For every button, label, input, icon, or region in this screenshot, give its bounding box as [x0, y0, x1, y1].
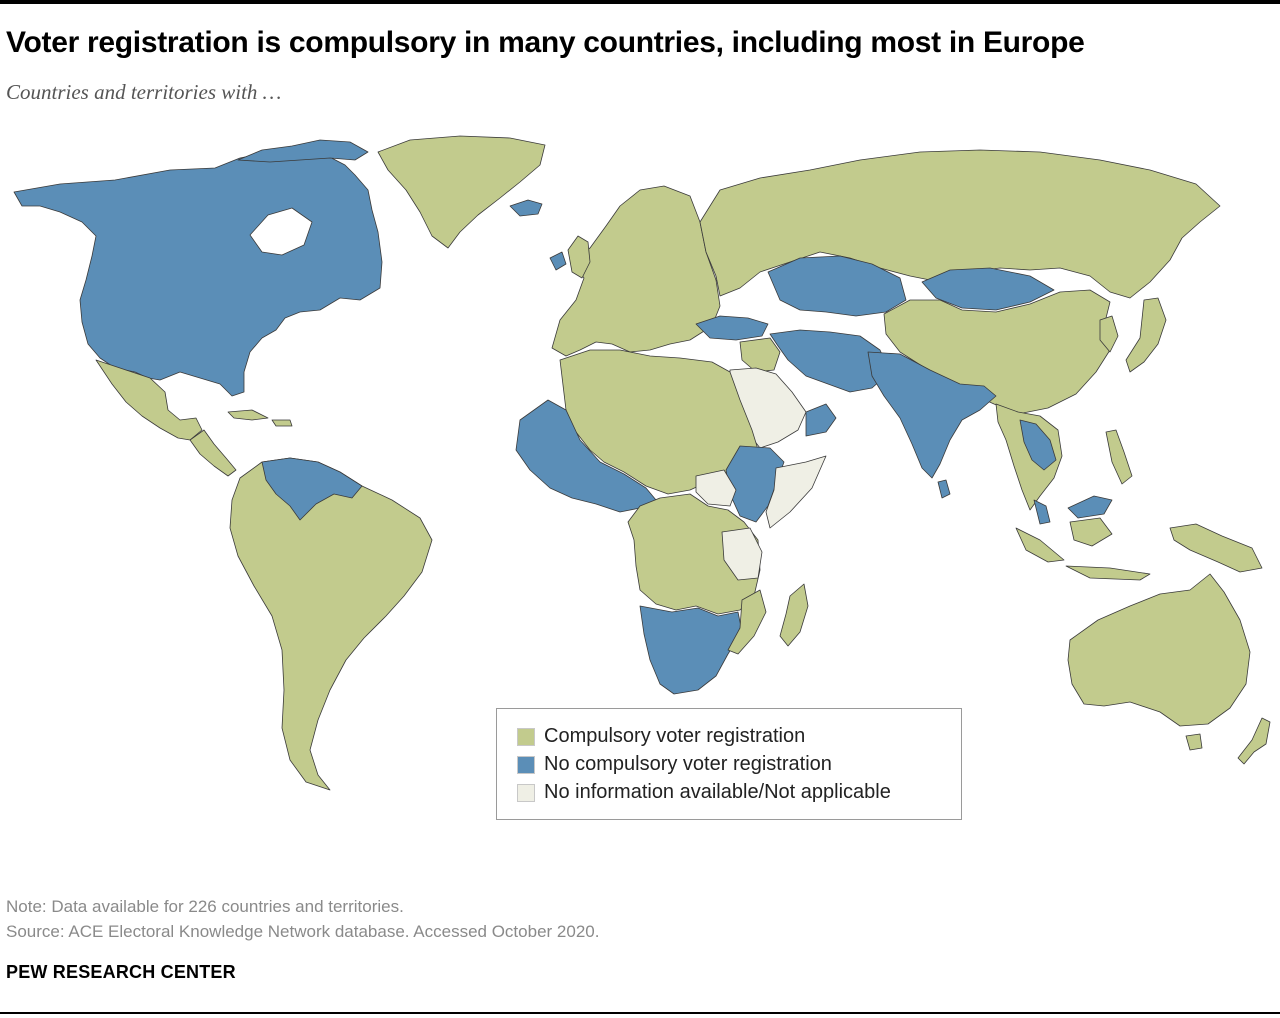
legend-item-compulsory: Compulsory voter registration — [517, 725, 805, 748]
legend-swatch-compulsory — [517, 727, 535, 746]
map-region-oman-yemen — [805, 403, 837, 437]
map-region-japan — [1125, 297, 1167, 373]
map-water-hudson-bay — [249, 207, 313, 256]
map-region-north-america — [13, 149, 383, 397]
legend-swatch-no-info — [517, 783, 535, 802]
map-region-somalia — [765, 455, 827, 529]
map-region-russia — [699, 149, 1221, 299]
map-region-kazakhstan — [767, 255, 907, 317]
map-region-philippines — [1105, 429, 1133, 485]
map-region-greenland — [377, 135, 546, 249]
map-region-central-america — [189, 429, 237, 477]
map-region-south-sudan — [695, 469, 737, 507]
legend-label-compulsory: Compulsory voter registration — [544, 725, 806, 747]
map-region-mexico — [95, 359, 203, 441]
world-map — [13, 135, 1271, 791]
legend-label-no-compulsory: No compulsory voter registration — [544, 753, 832, 775]
source-text: Source: ACE Electoral Knowledge Network … — [6, 922, 600, 941]
legend-item-no-compulsory: No compulsory voter registration — [517, 753, 832, 776]
map-region-laos-cambodia — [1019, 419, 1057, 471]
map-region-mozambique — [727, 589, 767, 655]
map-region-arctic-islands — [237, 139, 369, 163]
map-region-levant-iraq — [739, 337, 781, 373]
chart-title: Voter registration is compulsory in many… — [6, 26, 1085, 59]
map-region-central-africa — [627, 493, 761, 615]
map-region-india — [867, 351, 997, 479]
map-region-mongolia — [921, 267, 1055, 311]
map-region-venezuela-guianas — [261, 457, 363, 521]
map-region-tanzania — [721, 527, 763, 581]
map-region-australia — [1067, 573, 1251, 727]
map-region-iran-afghanistan-pakistan — [769, 329, 891, 393]
map-region-caribbean — [227, 409, 293, 427]
map-region-indonesia — [1015, 517, 1263, 581]
legend-swatch-no-compulsory — [517, 755, 535, 774]
map-region-southern-africa — [639, 605, 743, 695]
map-region-new-zealand — [1237, 717, 1271, 765]
top-rule — [0, 0, 1280, 4]
map-region-turkey — [695, 315, 769, 341]
map-region-korea — [1099, 315, 1119, 353]
map-region-south-america — [229, 457, 433, 791]
map-region-uk — [567, 235, 591, 279]
map-region-iceland — [509, 199, 543, 217]
map-region-southeast-asia — [995, 403, 1063, 511]
map-region-malaysia — [1033, 495, 1113, 525]
note-text: Note: Data available for 226 countries a… — [6, 897, 404, 916]
map-region-madagascar — [779, 583, 809, 647]
map-region-tasmania — [1185, 733, 1203, 751]
map-legend: Compulsory voter registration No compuls… — [496, 708, 962, 820]
footer-brand: PEW RESEARCH CENTER — [6, 962, 236, 982]
map-region-ireland — [549, 251, 567, 271]
bottom-rule — [0, 1012, 1280, 1014]
chart-subtitle: Countries and territories with … — [6, 80, 282, 104]
map-region-sri-lanka — [937, 479, 951, 499]
legend-label-no-info: No information available/Not applicable — [544, 781, 891, 803]
legend-item-no-info: No information available/Not applicable — [517, 781, 891, 804]
